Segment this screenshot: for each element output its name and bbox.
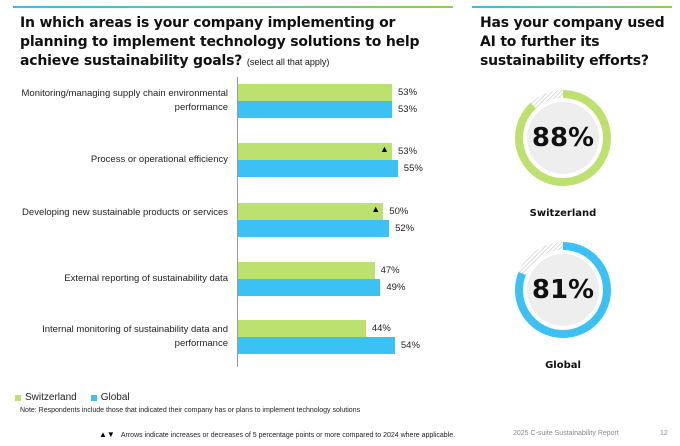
bar-switzerland: [238, 262, 375, 279]
legend-item-switzerland: Switzerland: [15, 392, 77, 403]
increase-arrow-icon: ▲: [371, 204, 381, 214]
data-label-switzerland: 53%: [398, 146, 418, 157]
page-number: 12: [660, 430, 668, 437]
category-label: Process or operational efficiency: [90, 154, 228, 165]
donut-value: 88%: [531, 123, 595, 153]
data-label-switzerland: 44%: [371, 323, 391, 334]
donut-chart-title: Has your company used AI to further its …: [480, 15, 665, 69]
category-label: Internal monitoring of sustainability da…: [42, 324, 228, 349]
data-label-switzerland: 47%: [380, 265, 400, 276]
y-axis-line: [237, 77, 238, 367]
donut-label: Global: [545, 360, 581, 371]
legend: Switzerland Global: [15, 392, 130, 403]
bar-chart-subtitle: (select all that apply): [246, 57, 330, 67]
bar-switzerland: [238, 143, 392, 160]
data-label-global: 52%: [395, 223, 415, 234]
bar-global: [238, 337, 395, 354]
category-label: Monitoring/managing supply chain environ…: [21, 88, 228, 113]
data-label-global: 55%: [403, 163, 423, 174]
bar-switzerland: [238, 320, 366, 337]
arrow-note-text: Arrows indicate increases or decreases o…: [120, 432, 456, 439]
donut-center: [527, 102, 599, 174]
legend-swatch-global: [90, 394, 97, 401]
data-label-switzerland: 53%: [398, 87, 418, 98]
category-label: Developing new sustainable products or s…: [22, 207, 228, 218]
header-accent-line-right: [472, 6, 672, 8]
legend-label: Global: [100, 392, 130, 403]
bar-global: [238, 220, 390, 237]
footnote: Note: Respondents include those that ind…: [20, 407, 361, 414]
bar-switzerland: [238, 203, 384, 220]
arrow-legend-note: ▲▼ Arrows indicate increases or decreases…: [99, 430, 455, 439]
bar-chart-title: In which areas is your company implement…: [20, 14, 440, 72]
report-name: 2025 C-suite Sustainability Report: [513, 430, 619, 437]
donut-value: 81%: [531, 275, 595, 305]
category-label: External reporting of sustainability dat…: [64, 273, 228, 284]
bar-chart-title-text: In which areas is your company implement…: [20, 15, 420, 69]
bar-global: [238, 160, 398, 177]
data-label-global: 54%: [400, 340, 420, 351]
donut-arc-global: [515, 242, 611, 338]
bar-switzerland: [238, 84, 392, 101]
up-down-arrow-icon: ▲▼: [99, 430, 115, 439]
donut-center: [527, 254, 599, 326]
legend-item-global: Global: [90, 392, 130, 403]
legend-label: Switzerland: [25, 392, 77, 403]
donut-arc-switzerland: [515, 90, 611, 186]
header-accent-line-left: [13, 6, 453, 8]
legend-swatch-switzerland: [15, 394, 21, 401]
bar-global: [238, 279, 381, 296]
donut-label: Switzerland: [529, 208, 597, 219]
donut-switzerland: 88%: [513, 88, 613, 188]
data-label-global: 49%: [386, 282, 406, 293]
bar-global: [238, 101, 392, 118]
data-label-switzerland: 50%: [389, 206, 409, 217]
increase-arrow-icon: ▲: [380, 144, 389, 154]
donut-global: 81%: [513, 240, 613, 340]
data-label-global: 53%: [398, 104, 418, 115]
